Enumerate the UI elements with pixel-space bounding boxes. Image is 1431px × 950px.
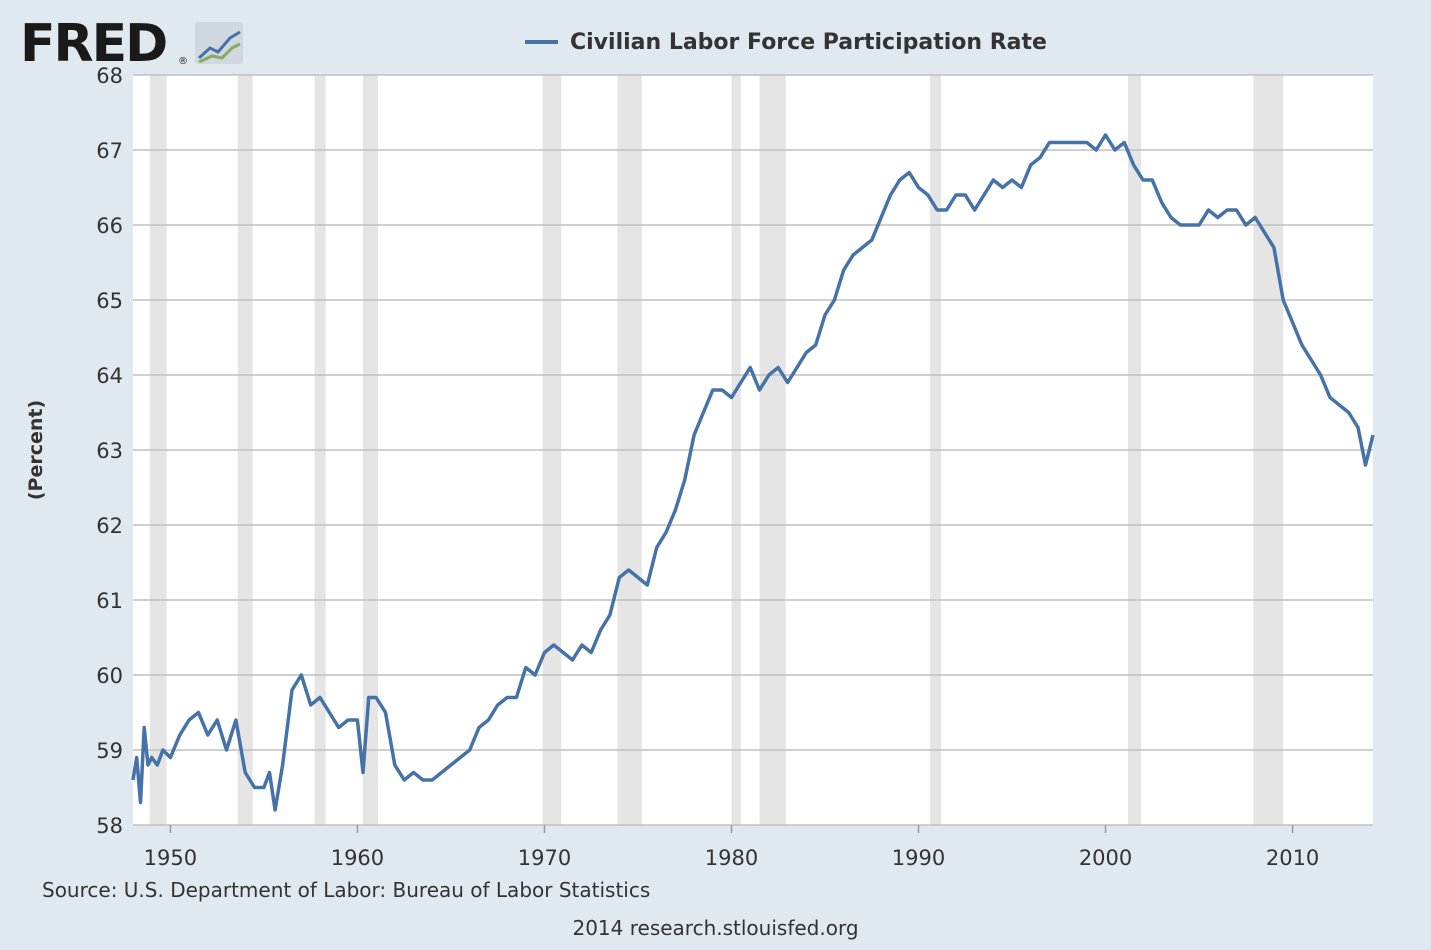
series-group [131, 133, 1375, 812]
y-axis-label: (Percent) [25, 399, 47, 501]
y-axis: 58 59 60 61 62 63 64 65 66 67 68 [96, 64, 123, 838]
y-tick-label: 63 [96, 439, 123, 463]
source-note: Source: U.S. Department of Labor: Bureau… [42, 878, 651, 902]
y-tick-label: 58 [96, 814, 123, 838]
logo-graph-icon [195, 22, 243, 64]
x-tick-label: 1980 [705, 846, 758, 870]
y-tick-label: 61 [96, 589, 123, 613]
y-tick-label: 68 [96, 64, 123, 88]
registered-mark: ® [178, 56, 188, 67]
x-axis: 1950 1960 1970 1980 1990 2000 2010 [144, 825, 1319, 870]
y-tick-label: 66 [96, 214, 123, 238]
series-line [131, 133, 1375, 812]
y-tick-label: 60 [96, 664, 123, 688]
y-tick-label: 62 [96, 514, 123, 538]
legend-swatch [525, 40, 558, 44]
y-tick-label: 65 [96, 289, 123, 313]
x-tick-label: 1960 [331, 846, 384, 870]
x-tick-label: 1990 [892, 846, 945, 870]
x-tick-label: 1970 [518, 846, 571, 870]
legend: Civilian Labor Force Participation Rate [525, 28, 1047, 56]
fred-logo[interactable]: FRED [20, 14, 168, 74]
x-tick-label: 1950 [144, 846, 197, 870]
y-tick-label: 64 [96, 364, 123, 388]
footer-url[interactable]: 2014 research.stlouisfed.org [572, 916, 859, 940]
x-tick-label: 2010 [1266, 846, 1319, 870]
legend-label: Civilian Labor Force Participation Rate [570, 29, 1047, 55]
y-tick-label: 59 [96, 739, 123, 763]
x-tick-label: 2000 [1079, 846, 1132, 870]
y-tick-label: 67 [96, 139, 123, 163]
